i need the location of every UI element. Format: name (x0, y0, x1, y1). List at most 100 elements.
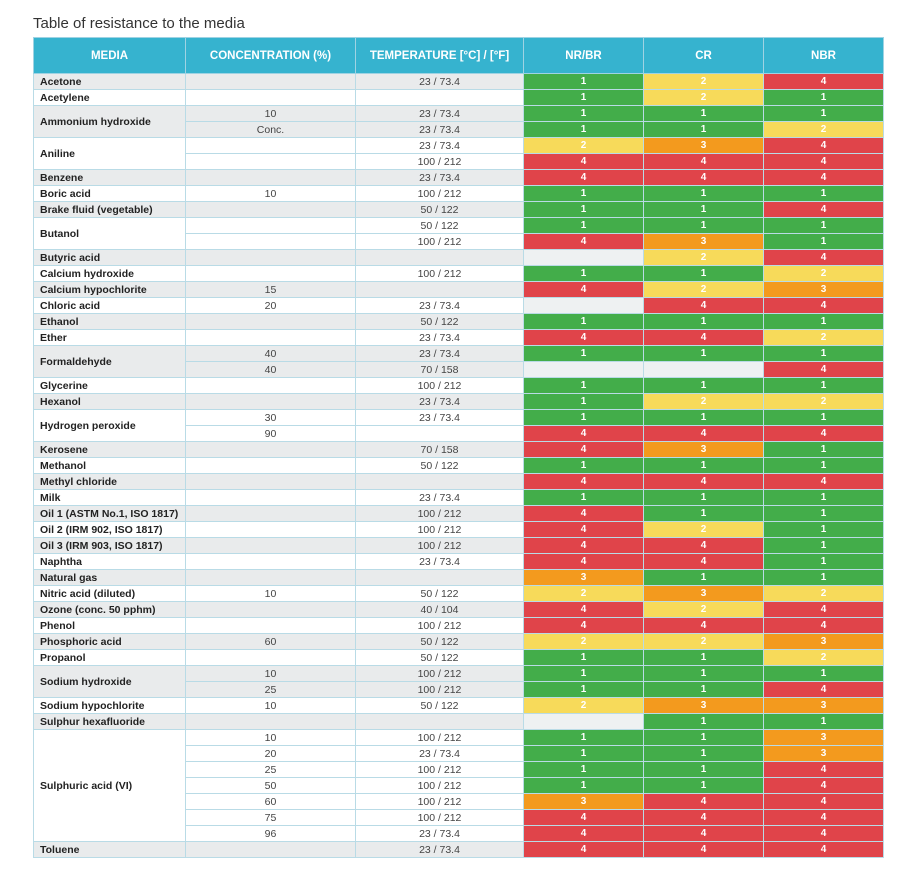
rating-cell: 4 (523, 553, 644, 570)
concentration-cell: 50 (185, 777, 356, 794)
table-row: Oil 1 (ASTM No.1, ISO 1817) 100 / 212 4 1 1 (33, 505, 884, 522)
temperature-cell (355, 569, 524, 586)
rating-cell: 4 (643, 793, 764, 810)
rating-cell: 1 (523, 73, 644, 90)
table-row: Ether 23 / 73.4 4 4 2 (33, 329, 884, 346)
temperature-cell: 23 / 73.4 (355, 329, 524, 346)
temperature-cell: 100 / 212 (355, 233, 524, 250)
rating-cell: 1 (643, 505, 764, 522)
temperature-cell: 50 / 122 (355, 697, 524, 714)
media-cell: Chloric acid (33, 297, 186, 314)
rating-cell: 3 (643, 233, 764, 250)
rating-cell: 4 (523, 169, 644, 186)
rating-cell: 1 (523, 761, 644, 778)
table-row: Sulphuric acid (VI) 10 100 / 212 1 1 3 (33, 729, 884, 842)
rating-cell (523, 249, 644, 266)
rating-cell: 4 (763, 841, 884, 858)
table-row: 40 70 / 158 4 (34, 361, 884, 378)
concentration-cell (185, 553, 356, 570)
concentration-cell: Conc. (185, 121, 356, 138)
table-row: Sodium hydroxide 10 100 / 212 1 1 1 (33, 665, 884, 698)
rating-cell: 4 (643, 329, 764, 346)
rating-cell: 1 (643, 377, 764, 394)
temperature-cell: 23 / 73.4 (355, 841, 524, 858)
concentration-cell (185, 569, 356, 586)
temperature-cell (355, 473, 524, 490)
rating-cell: 1 (643, 489, 764, 506)
concentration-cell: 10 (185, 697, 356, 714)
temperature-cell: 70 / 158 (355, 441, 524, 458)
concentration-cell (185, 649, 356, 666)
table-row: Calcium hypochlorite 15 4 2 3 (33, 281, 884, 298)
concentration-cell (185, 489, 356, 506)
rating-cell: 4 (763, 425, 884, 442)
rating-cell (523, 361, 644, 378)
media-cell: Benzene (33, 169, 186, 186)
rating-cell: 4 (763, 249, 884, 266)
table-row: Oil 2 (IRM 902, ISO 1817) 100 / 212 4 2 1 (33, 521, 884, 538)
table-row: Calcium hydroxide 100 / 212 1 1 2 (33, 265, 884, 282)
concentration-cell (185, 169, 356, 186)
concentration-cell (185, 201, 356, 218)
table-row: 60 100 / 212 3 4 4 (34, 793, 884, 810)
table-row: Sodium hypochlorite 10 50 / 122 2 3 3 (33, 697, 884, 714)
rating-cell: 4 (523, 601, 644, 618)
rating-cell: 1 (643, 761, 764, 778)
rating-cell: 2 (523, 697, 644, 714)
temperature-cell: 100 / 212 (355, 185, 524, 202)
concentration-cell: 40 (185, 361, 356, 378)
rating-cell: 1 (763, 489, 884, 506)
rating-cell: 1 (643, 105, 764, 122)
rating-cell: 2 (643, 249, 764, 266)
rating-cell: 3 (763, 697, 884, 714)
concentration-cell (185, 313, 356, 330)
table-row: 96 23 / 73.4 4 4 4 (34, 825, 884, 842)
table-row: 50 100 / 212 1 1 4 (34, 777, 884, 794)
rating-cell: 2 (643, 601, 764, 618)
table-row: Conc. 23 / 73.4 1 1 2 (34, 121, 884, 138)
media-cell: Naphtha (33, 553, 186, 570)
table-row: 25 100 / 212 1 1 4 (34, 761, 884, 778)
table-row: Acetone 23 / 73.4 1 2 4 (33, 73, 884, 90)
rating-cell: 3 (763, 729, 884, 746)
temperature-cell: 23 / 73.4 (355, 409, 524, 426)
temperature-cell: 100 / 212 (355, 521, 524, 538)
temperature-cell: 50 / 122 (355, 201, 524, 218)
rating-cell: 1 (643, 681, 764, 698)
media-cell: Phenol (33, 617, 186, 634)
rating-cell: 4 (763, 153, 884, 170)
rating-cell: 4 (763, 601, 884, 618)
table-title: Table of resistance to the media (33, 15, 245, 32)
rating-cell: 1 (643, 121, 764, 138)
media-cell: Ozone (conc. 50 pphm) (33, 601, 186, 618)
rating-cell: 1 (523, 185, 644, 202)
rating-cell: 1 (763, 553, 884, 570)
rating-cell: 4 (523, 425, 644, 442)
table-row: Butyric acid 2 4 (33, 249, 884, 266)
rating-cell: 4 (763, 361, 884, 378)
concentration-cell (185, 89, 356, 106)
temperature-cell: 100 / 212 (355, 729, 524, 746)
table-row: Acetylene 1 2 1 (33, 89, 884, 106)
temperature-cell: 23 / 73.4 (355, 105, 524, 122)
temperature-cell: 23 / 73.4 (355, 73, 524, 90)
temperature-cell (355, 281, 524, 298)
temperature-cell: 50 / 122 (355, 633, 524, 650)
media-cell: Brake fluid (vegetable) (33, 201, 186, 218)
concentration-cell: 60 (185, 633, 356, 650)
rating-cell: 4 (643, 553, 764, 570)
column-header: CR (643, 37, 764, 74)
rating-cell: 3 (643, 441, 764, 458)
temperature-cell: 23 / 73.4 (355, 745, 524, 762)
rating-cell: 1 (643, 457, 764, 474)
rating-cell: 1 (523, 457, 644, 474)
rating-cell: 3 (763, 745, 884, 762)
table-row: Sulphur hexafluoride 1 1 (33, 713, 884, 730)
resistance-table: MEDIA CONCENTRATION (%) TEMPERATURE [°C] /… (33, 37, 884, 858)
rating-cell: 2 (523, 585, 644, 602)
table-row: Phenol 100 / 212 4 4 4 (33, 617, 884, 634)
concentration-cell: 10 (185, 729, 356, 746)
rating-cell: 1 (763, 537, 884, 554)
table-row: Ammonium hydroxide 10 23 / 73.4 1 1 1 (33, 105, 884, 138)
table-row: 90 4 4 4 (34, 425, 884, 442)
